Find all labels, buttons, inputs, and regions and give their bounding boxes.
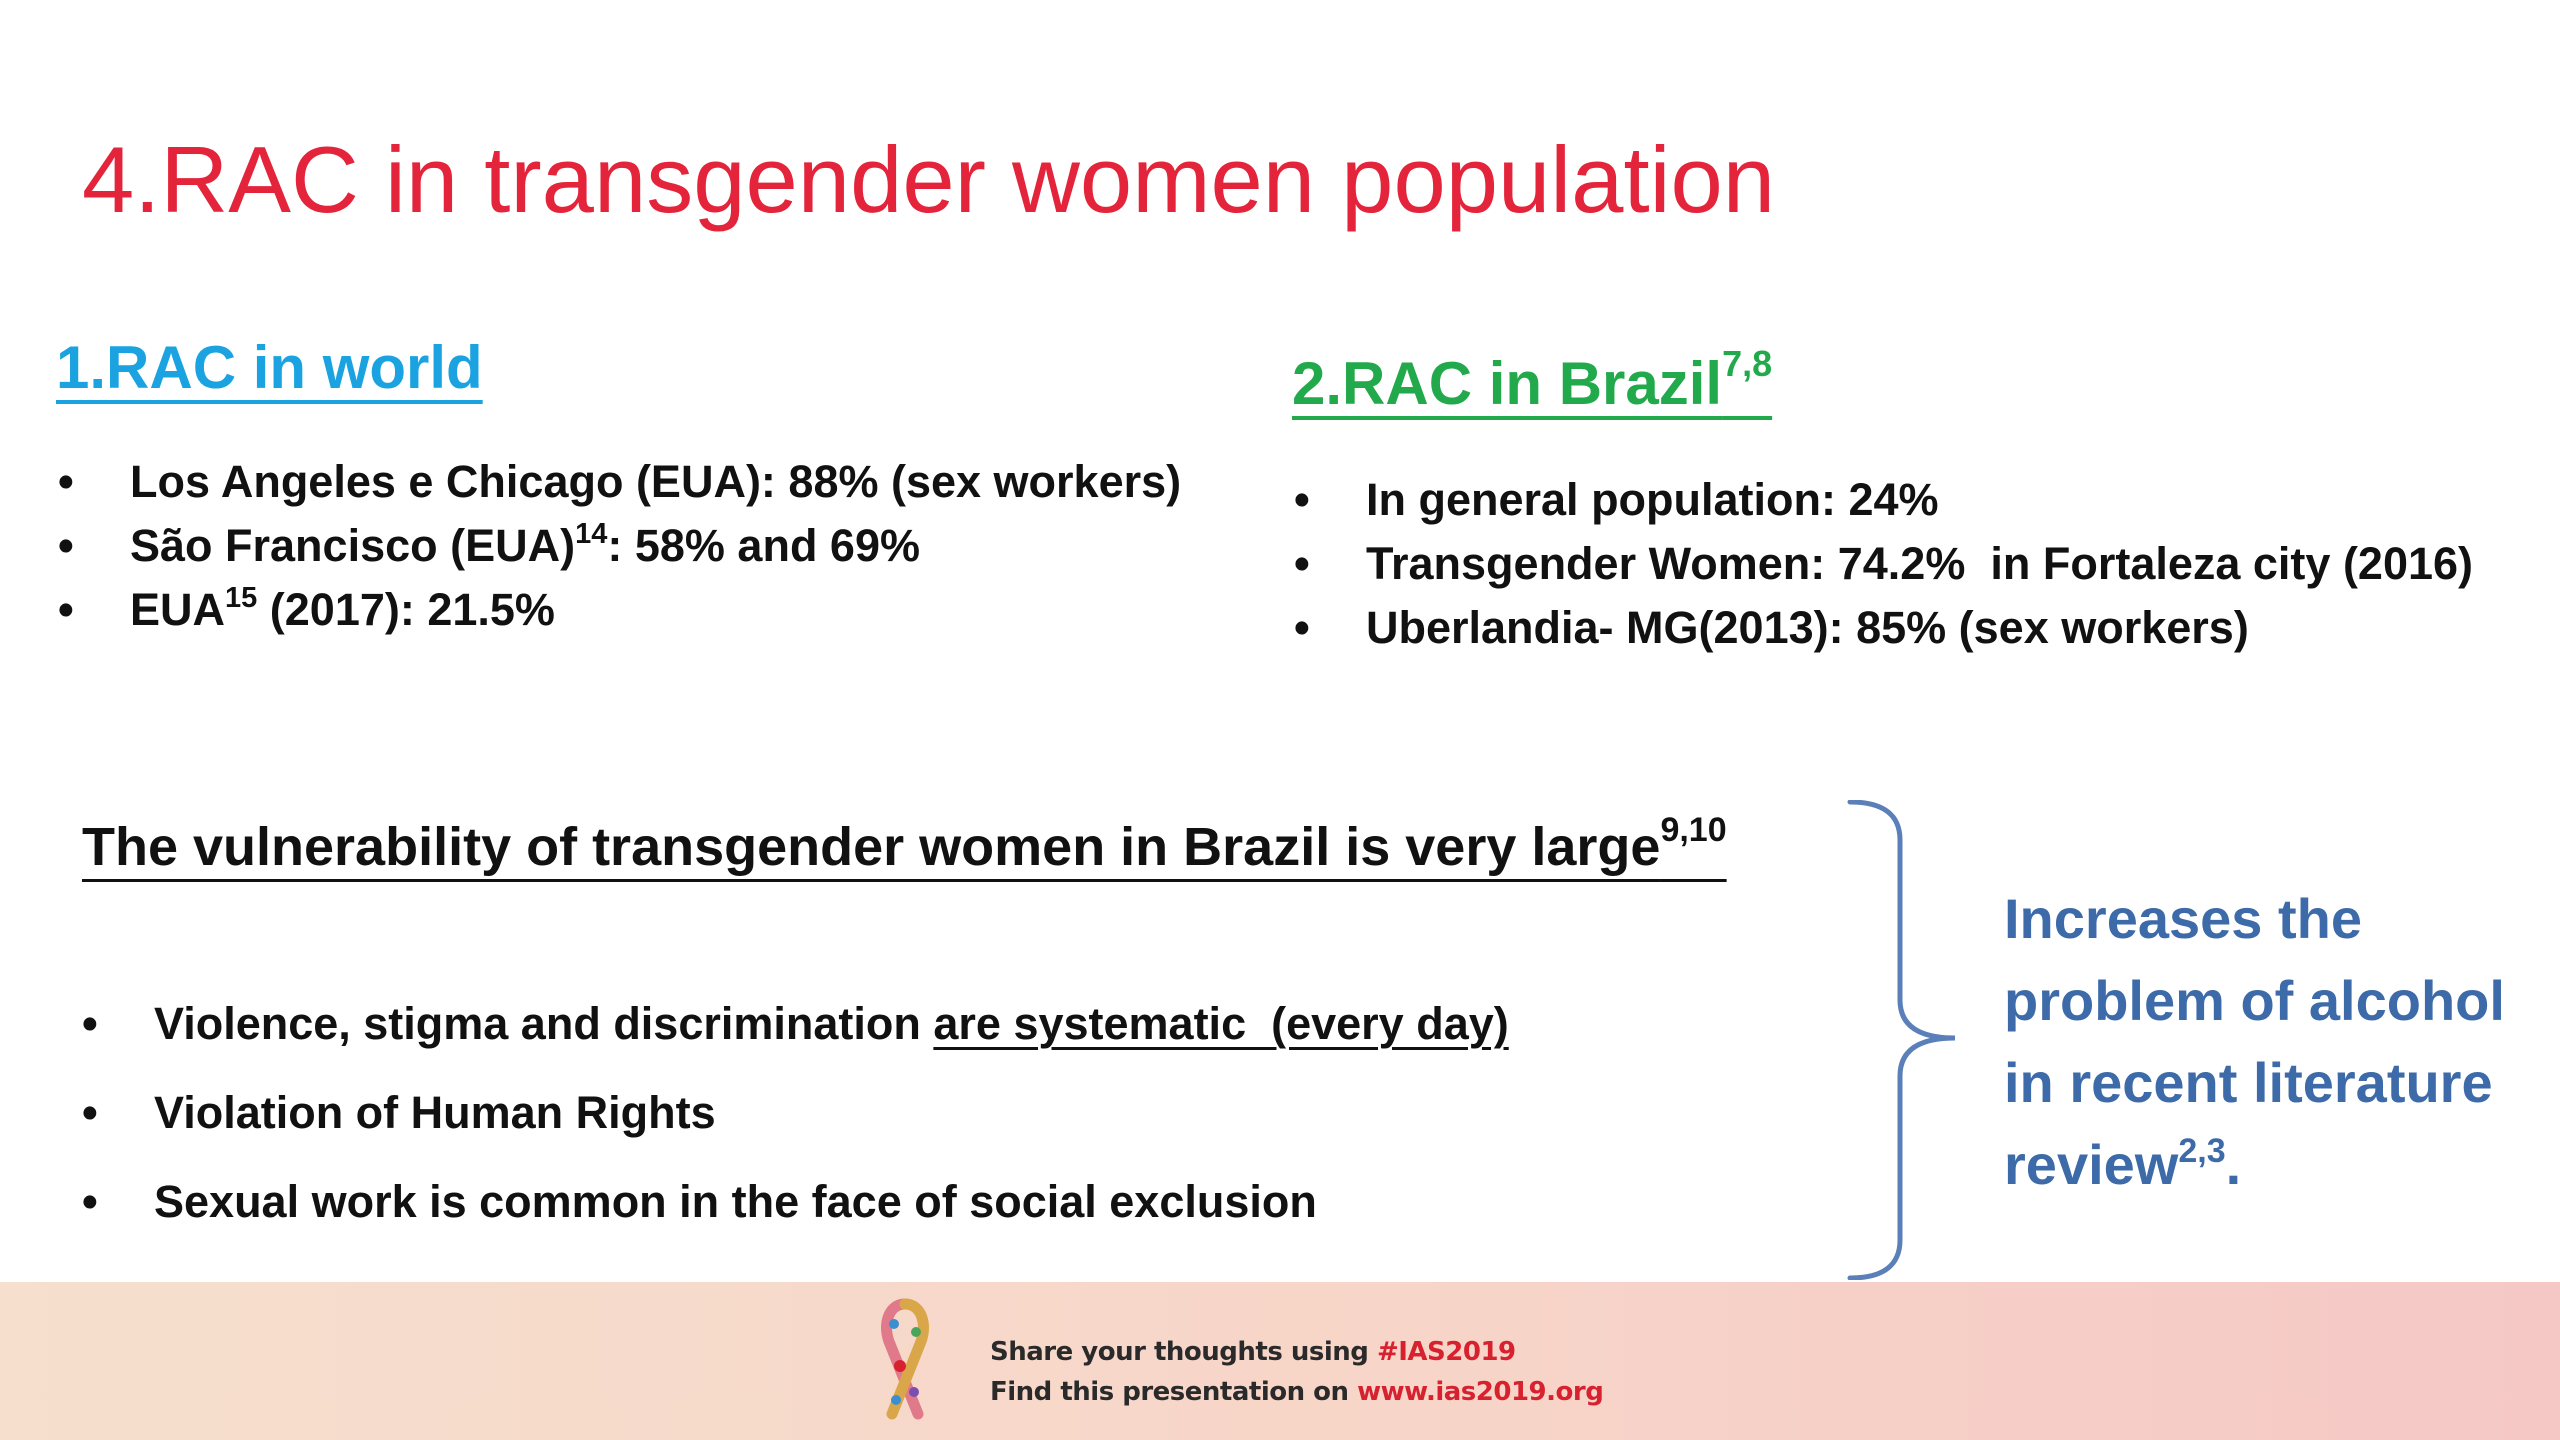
world-heading-text: 1.RAC in world: [56, 334, 483, 401]
list-item: Transgender Women: 74.2% in Fortaleza ci…: [1294, 534, 2473, 598]
list-item: Sexual work is common in the face of soc…: [82, 1172, 1509, 1261]
list-item-text: : 58% and 69%: [607, 520, 921, 571]
list-item: Violence, stigma and discrimination are …: [82, 994, 1509, 1083]
list-item: In general population: 24%: [1294, 470, 2473, 534]
website-link[interactable]: www.ias2019.org: [1357, 1377, 1604, 1407]
list-item: Violation of Human Rights: [82, 1083, 1509, 1172]
world-stats-list: Los Angeles e Chicago (EUA): 88% (sex wo…: [58, 452, 1181, 644]
vulnerability-heading-text: The vulnerability of transgender women i…: [82, 817, 1661, 877]
share-line-text: Share your thoughts using: [990, 1337, 1377, 1367]
brazil-stats-list: In general population: 24% Transgender W…: [1294, 470, 2473, 662]
list-item-text: (2017): 21.5%: [257, 584, 555, 635]
list-item: EUA15 (2017): 21.5%: [58, 580, 1181, 644]
citation-superscript: 9,10: [1660, 811, 1727, 849]
list-item: São Francisco (EUA)14: 58% and 69%: [58, 516, 1181, 580]
find-line: Find this presentation on www.ias2019.or…: [990, 1372, 1604, 1412]
vulnerability-heading: The vulnerability of transgender women i…: [82, 813, 1727, 880]
callout-text: Increases the problem of alcohol in rece…: [2004, 878, 2544, 1206]
slide-title: 4.RAC in transgender women population: [82, 127, 1776, 232]
list-item-text: Violation of Human Rights: [154, 1087, 716, 1138]
brazil-section-heading: 2.RAC in Brazil7,8: [1292, 346, 1772, 420]
list-item-text: Uberlandia- MG(2013): 85% (sex workers): [1366, 602, 2249, 653]
list-item: Los Angeles e Chicago (EUA): 88% (sex wo…: [58, 452, 1181, 516]
find-line-text: Find this presentation on: [990, 1377, 1358, 1407]
list-item-text: EUA: [130, 584, 226, 635]
brazil-heading-text: 2.RAC in Brazil: [1292, 350, 1723, 417]
world-section-heading: 1.RAC in world: [56, 332, 483, 404]
callout-body: Increases the problem of alcohol in rece…: [2004, 887, 2505, 1196]
share-text: Share your thoughts using #IAS2019 Find …: [990, 1332, 1604, 1412]
list-item-text: Transgender Women: 74.2% in Fortaleza ci…: [1366, 538, 2474, 589]
curly-brace-icon: [1847, 800, 1956, 1280]
share-line: Share your thoughts using #IAS2019: [990, 1332, 1603, 1372]
list-item-text: Violence, stigma and discrimination: [154, 998, 934, 1049]
list-item-text: São Francisco (EUA): [130, 520, 576, 571]
citation-superscript: 7,8: [1722, 343, 1773, 384]
list-item: Uberlandia- MG(2013): 85% (sex workers): [1294, 598, 2473, 662]
underlined-emphasis: are systematic (every day): [933, 998, 1509, 1049]
callout-end: .: [2225, 1133, 2242, 1196]
list-item-text: In general population: 24%: [1366, 474, 1939, 525]
ribbon-icon: [881, 1298, 929, 1420]
hashtag-link[interactable]: #IAS2019: [1376, 1337, 1516, 1367]
citation-superscript: 15: [225, 582, 258, 614]
conference-footer: Share your thoughts using #IAS2019 Find …: [0, 1282, 2560, 1440]
citation-superscript: 2,3: [2178, 1132, 2226, 1170]
list-item-text: Los Angeles e Chicago (EUA): 88% (sex wo…: [130, 456, 1182, 507]
citation-superscript: 14: [575, 518, 608, 550]
list-item-text: Sexual work is common in the face of soc…: [154, 1176, 1317, 1227]
vulnerability-list: Violence, stigma and discrimination are …: [82, 994, 1509, 1261]
